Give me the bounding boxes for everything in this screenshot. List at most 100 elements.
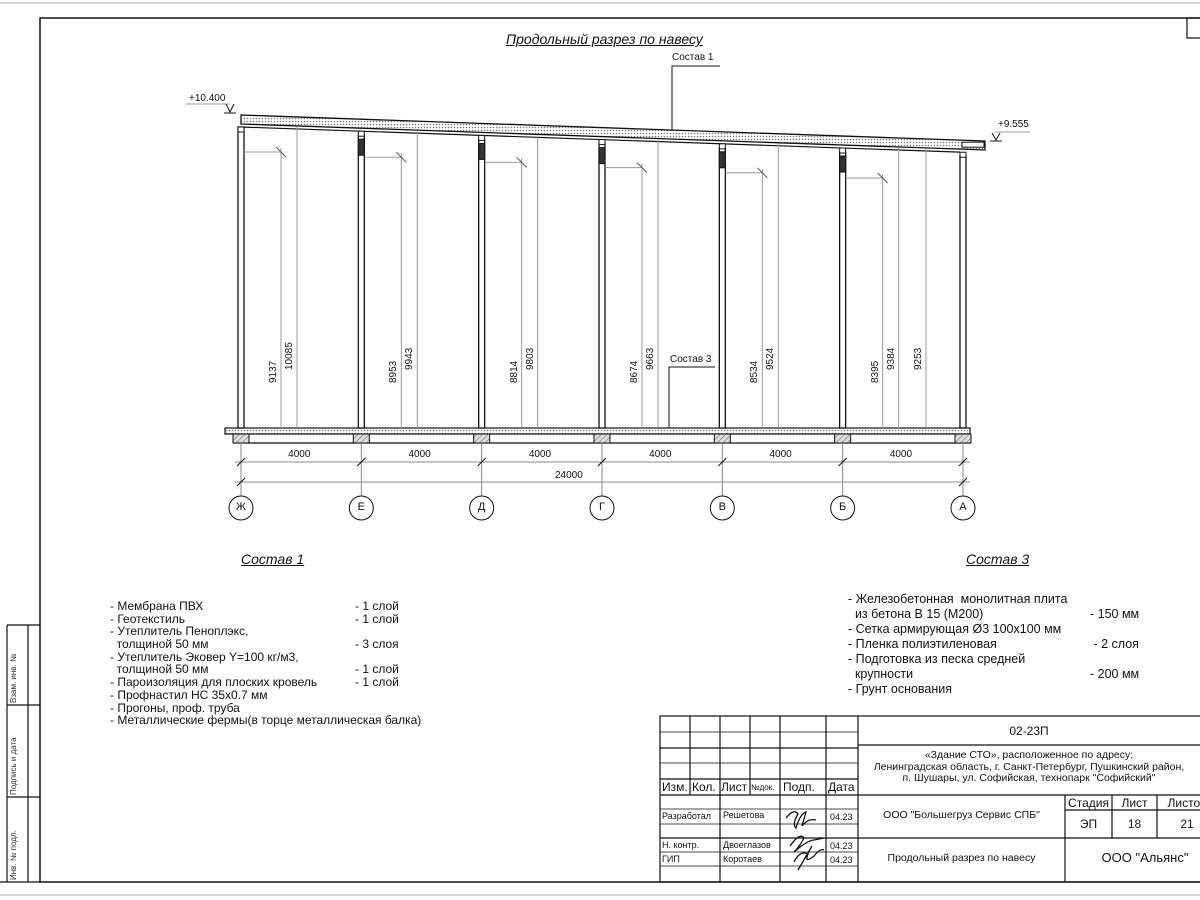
material-item: - Утеплитель Пеноплэкс, xyxy=(110,625,510,638)
stage-label: Стадия xyxy=(1068,796,1109,810)
dimension-tick xyxy=(958,457,968,467)
sostav3-heading: Состав 3 xyxy=(966,551,1030,567)
project-code: 02-23П xyxy=(1009,724,1049,738)
material-item: - Мембрана ПВХ - 1 слой xyxy=(110,600,510,613)
material-amount: - 3 слоя xyxy=(355,637,399,652)
foundation-block xyxy=(713,433,731,444)
axis-label: А xyxy=(959,501,967,513)
material-item: - Геотекстиль - 1 слой xyxy=(110,611,510,626)
role-developer: Разработал xyxy=(662,811,711,821)
dimension-tick xyxy=(477,457,487,467)
header-data: Дата xyxy=(828,780,855,794)
column-connector xyxy=(357,138,365,156)
address-line: Ленинградская область, г. Санкт-Петербур… xyxy=(873,760,1185,773)
column xyxy=(237,126,245,429)
column-connector xyxy=(478,142,486,160)
elevation-mark-icon xyxy=(224,103,236,114)
axis-bubble xyxy=(830,495,856,521)
dimension-tick xyxy=(756,167,768,179)
material-name: - Профнастил НС 35х0.7 мм xyxy=(110,687,268,702)
column xyxy=(478,138,486,429)
short-height-label: 8814 xyxy=(508,360,520,383)
axis-bubble xyxy=(709,495,735,521)
dimension-tick xyxy=(636,162,648,173)
axis-bubble xyxy=(228,495,254,521)
date-developer: 04.23 xyxy=(830,812,853,822)
material-amount: - 150 мм xyxy=(1090,607,1140,621)
long-height-label: 9943 xyxy=(404,347,416,370)
sheets-value: 21 xyxy=(1180,817,1194,831)
column-connector xyxy=(839,155,847,173)
material-name: - Пленка полиэтиленовая xyxy=(848,637,997,651)
title-block-grid xyxy=(659,715,1200,883)
material-item: - Пароизоляция для плоских кровель - 1 сл… xyxy=(110,676,510,689)
roof-callout-leader xyxy=(671,65,720,130)
material-name: толщиной 50 мм xyxy=(110,637,209,652)
material-amount: - 1 слой xyxy=(355,599,399,613)
stamp-replace-inv: Взам. инв. № xyxy=(9,653,18,703)
short-height-label: 8674 xyxy=(628,360,640,383)
column-cap xyxy=(478,134,486,141)
column xyxy=(718,147,726,429)
material-name: - Грунт основания xyxy=(848,682,953,696)
span-label: 4000 xyxy=(889,449,913,460)
sheet-value: 18 xyxy=(1127,817,1142,831)
material-name: из бетона В 15 (М200) xyxy=(848,607,984,621)
role-norm-control: Н. контр. xyxy=(662,840,700,850)
roof-slab xyxy=(240,114,986,151)
sostav3-list: - Железобетонная монолитная плита из бет… xyxy=(848,592,1168,697)
short-height-label: 8395 xyxy=(869,360,881,383)
floor-callout: Состав 3 xyxy=(670,354,712,365)
long-height-label: 10085 xyxy=(284,342,295,370)
material-item: толщиной 50 мм - 3 слоя xyxy=(110,638,510,651)
sheet-title: Продольный разрез по навесу xyxy=(887,852,1036,864)
material-item: - Утеплитель Эковер Y=100 кг/м3, xyxy=(110,649,510,664)
foundation-block xyxy=(834,433,852,444)
material-name: - Утеплитель Пеноплэкс, xyxy=(110,624,249,639)
customer: ООО "Большегруз Сервис СПБ" xyxy=(883,809,1040,821)
material-name: толщиной 50 мм xyxy=(110,662,209,677)
material-name: - Подготовка из песка средней xyxy=(848,652,1026,666)
axis-bubble xyxy=(950,495,976,521)
short-height-label: 9137 xyxy=(268,360,279,383)
material-item: - Подготовка из песка средней xyxy=(848,652,1168,667)
elevation-left: +10.400 xyxy=(189,93,226,104)
span-label: 4000 xyxy=(528,449,552,460)
column xyxy=(598,142,606,429)
dimension-tick xyxy=(236,477,246,487)
short-height-label: 8534 xyxy=(749,360,761,383)
span-label: 4000 xyxy=(769,449,792,460)
axis-label: Д xyxy=(477,501,486,513)
roof-callout: Состав 1 xyxy=(672,52,714,63)
dimension-tick xyxy=(275,146,287,158)
stage-value: ЭП xyxy=(1079,817,1098,831)
material-item: из бетона В 15 (М200) - 150 мм xyxy=(848,607,1168,622)
sostav1-list: - Мембрана ПВХ - 1 слой - Геотекстиль - 1 с… xyxy=(110,600,510,727)
dimension-tick xyxy=(236,457,246,467)
column-cap xyxy=(959,151,967,158)
longitudinal-section xyxy=(186,65,1030,521)
name-developer: Решетова xyxy=(723,810,765,820)
stamp-inv-orig: Инв. № подл. xyxy=(9,830,18,880)
date-gip: 04.23 xyxy=(830,855,853,865)
axis-label: Б xyxy=(839,501,847,513)
foundation-block xyxy=(593,433,611,444)
material-item: - Прогоны, проф. труба xyxy=(110,701,510,715)
material-item: - Металлические фермы(в торце металличес… xyxy=(110,714,510,727)
long-height-label: 9663 xyxy=(644,347,656,370)
dimension-tick xyxy=(516,157,528,168)
organization: ООО "Альянс" xyxy=(1101,850,1189,865)
column xyxy=(357,134,365,429)
material-name: - Геотекстиль xyxy=(110,611,185,626)
column-cap xyxy=(718,143,726,150)
span-label: 4000 xyxy=(649,449,672,460)
dimension-tick xyxy=(597,457,607,467)
name-gip: Коротаев xyxy=(723,854,762,864)
foundation-block xyxy=(954,433,972,444)
material-name: - Утеплитель Эковер Y=100 кг/м3, xyxy=(110,649,299,664)
signatures xyxy=(785,810,825,871)
sheets-label: Листов xyxy=(1167,796,1200,810)
date-norm-control: 04.23 xyxy=(830,841,853,851)
long-height-label: 9524 xyxy=(765,347,777,370)
